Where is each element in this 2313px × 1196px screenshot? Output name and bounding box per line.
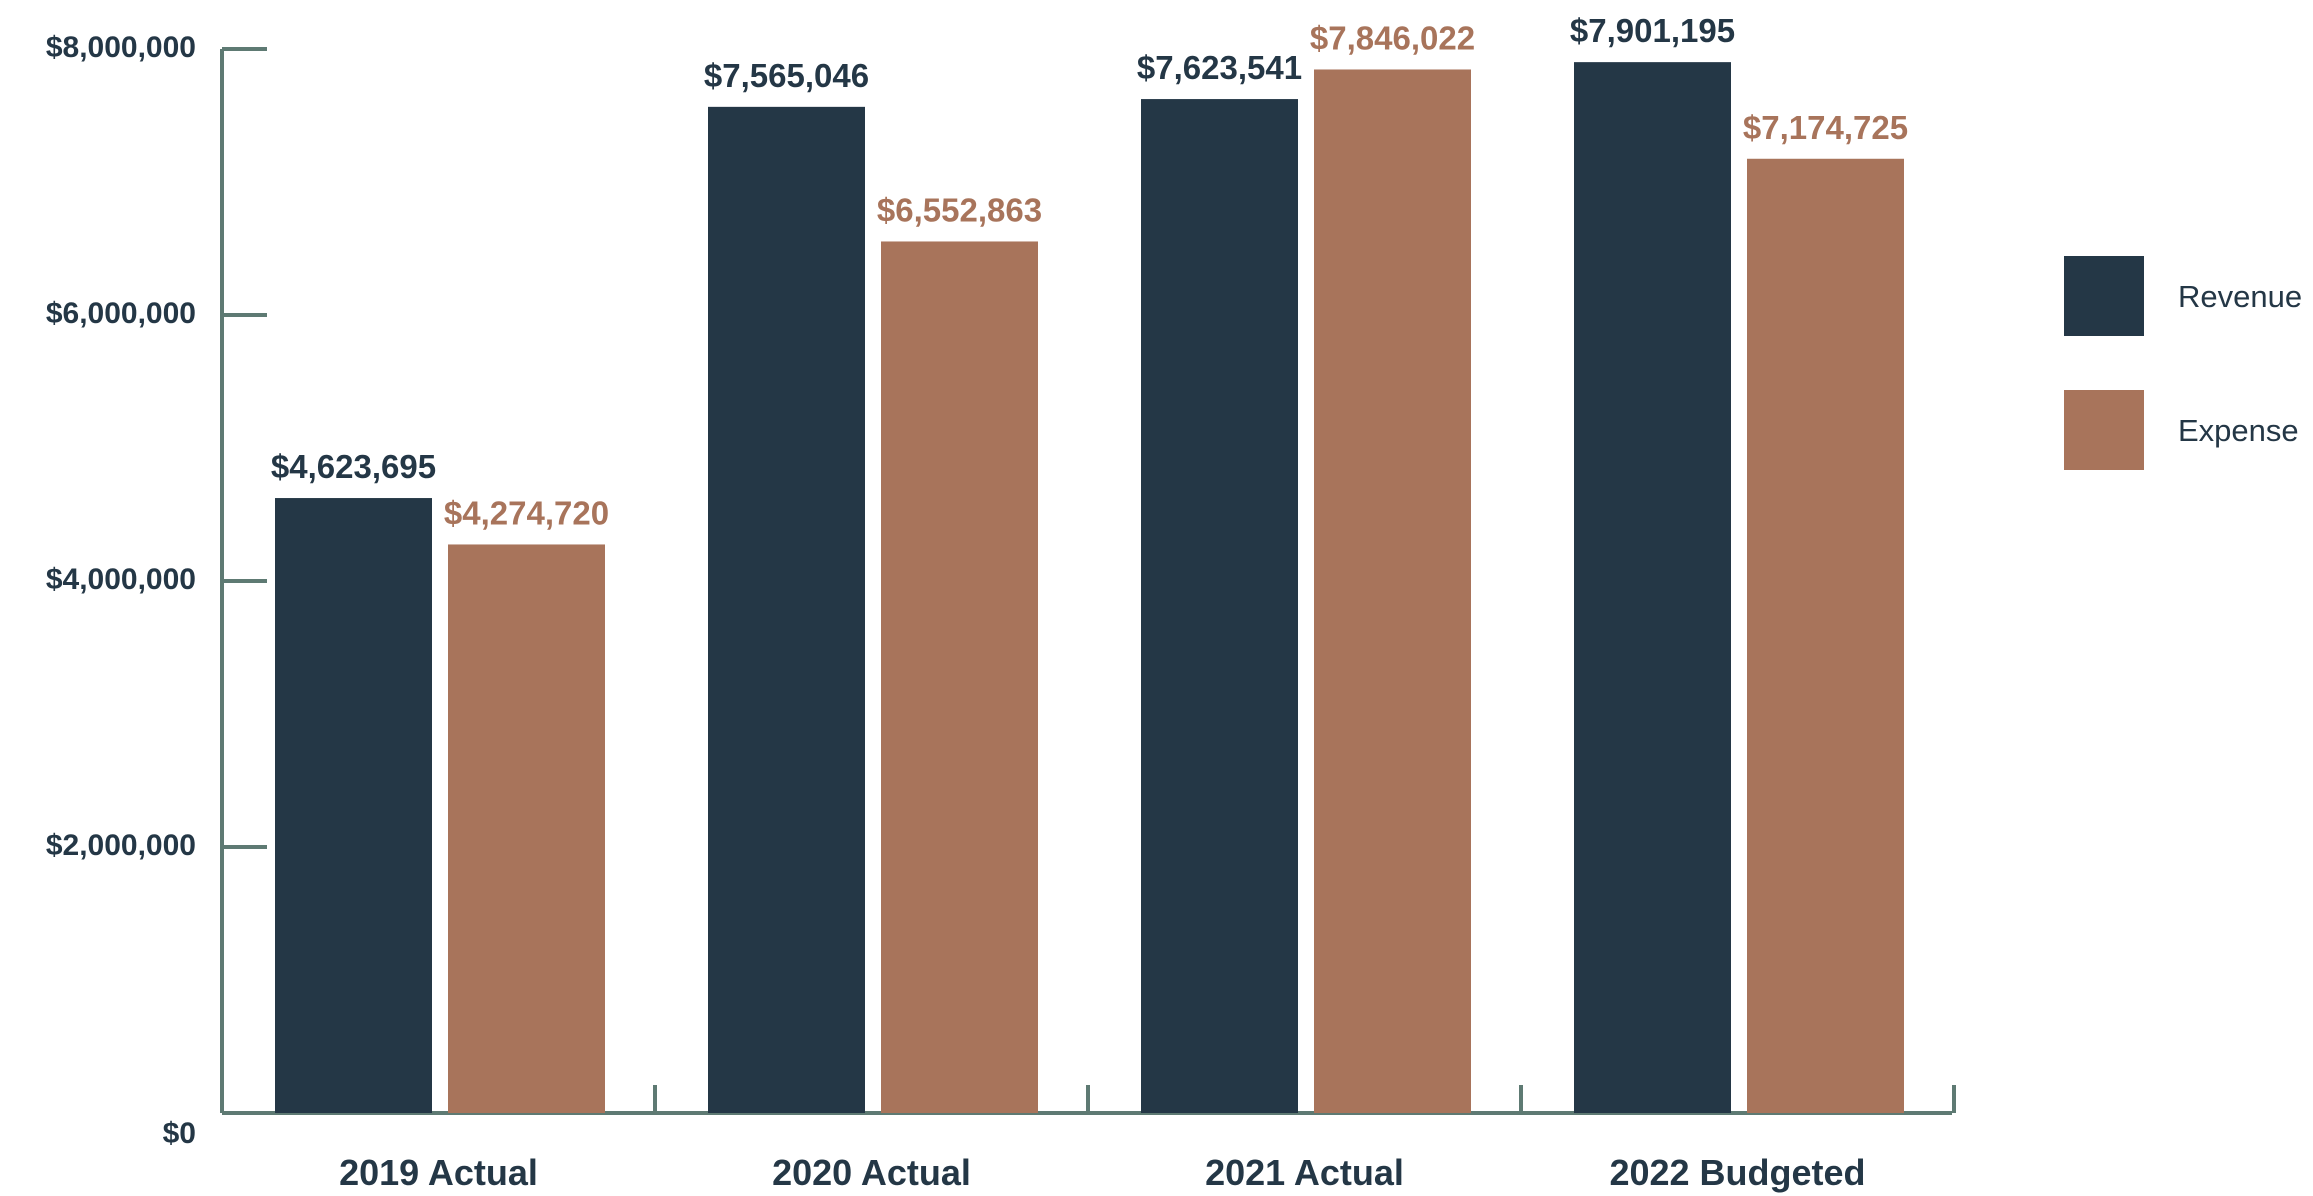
bar-revenue [708, 106, 865, 1114]
bar-value-label-expense: $4,274,720 [444, 494, 609, 531]
legend-label-revenue: Revenue [2178, 279, 2302, 314]
bar-expense [448, 544, 605, 1113]
x-axis-category-label: 2021 Actual [1205, 1152, 1404, 1193]
bar-expense [1747, 158, 1904, 1113]
bar-value-label-expense: $6,552,863 [877, 191, 1042, 228]
bar-value-label-revenue: $4,623,695 [271, 448, 436, 485]
x-axis-category-label: 2019 Actual [339, 1152, 538, 1193]
bar-value-label-expense: $7,174,725 [1743, 109, 1908, 146]
bar-expense [1314, 69, 1471, 1113]
bar-revenue [1574, 62, 1731, 1113]
legend-swatch-revenue [2064, 256, 2144, 336]
y-axis-tick-label: $4,000,000 [46, 563, 196, 596]
legend-label-expense: Expense [2178, 413, 2299, 448]
x-axis-category-label: 2022 Budgeted [1609, 1152, 1865, 1193]
bar-revenue [1141, 99, 1298, 1114]
y-axis-tick-label: $8,000,000 [46, 31, 196, 64]
bar-revenue [275, 498, 432, 1113]
bar-expense [881, 241, 1038, 1113]
y-axis-tick-label: $2,000,000 [46, 829, 196, 862]
x-axis-category-label: 2020 Actual [772, 1152, 971, 1193]
y-axis-tick-label: $6,000,000 [46, 297, 196, 330]
bar-value-label-expense: $7,846,022 [1310, 19, 1475, 56]
y-axis-tick-label: $0 [163, 1117, 196, 1150]
legend-swatch-expense [2064, 390, 2144, 470]
bar-value-label-revenue: $7,565,046 [704, 57, 869, 94]
bar-value-label-revenue: $7,901,195 [1570, 12, 1735, 49]
bar-value-label-revenue: $7,623,541 [1137, 49, 1302, 86]
